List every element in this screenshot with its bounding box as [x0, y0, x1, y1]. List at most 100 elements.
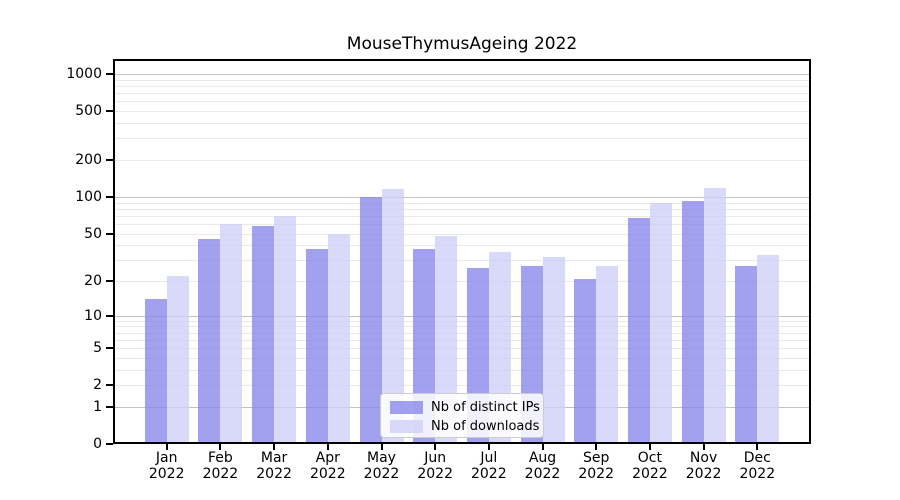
bar-apr-2022-downloads [327, 233, 350, 444]
bar-may-2022-ips [359, 197, 382, 444]
legend-label-downloads: Nb of downloads [431, 418, 540, 434]
bar-feb-2022-ips [198, 239, 221, 444]
ytick-label-1: 1 [93, 398, 102, 415]
xtick-mark-mar-2022 [273, 444, 276, 450]
bar-nov-2022-downloads [703, 188, 726, 444]
gridline-minor-2 [113, 385, 811, 387]
xtick-label-oct-2022: Oct 2022 [632, 450, 668, 482]
bar-jun-2022-downloads [435, 235, 458, 444]
bar-mar-2022-ips [252, 225, 275, 444]
ytick-mark-50 [106, 232, 113, 235]
ytick-label-0: 0 [93, 436, 102, 452]
chart-title: MouseThymusAgeing 2022 [346, 34, 578, 54]
ytick-label-10: 10 [84, 307, 102, 324]
gridline-minor-3 [113, 369, 811, 371]
xtick-label-sep-2022: Sep 2022 [578, 450, 614, 482]
xtick-mark-apr-2022 [326, 444, 329, 450]
legend-swatch-ips [390, 400, 423, 414]
gridline-minor-40 [113, 245, 811, 247]
gridline-minor-600 [113, 101, 811, 103]
xtick-label-apr-2022: Apr 2022 [309, 450, 346, 482]
gridline-minor-6 [113, 339, 811, 341]
gridline-minor-900 [113, 79, 811, 81]
legend-entry-downloads: Nb of downloads [390, 417, 543, 435]
ytick-label-2: 2 [93, 377, 102, 394]
bar-dec-2022-ips [735, 265, 758, 444]
ytick-mark-1000 [106, 73, 113, 76]
bar-jan-2022-downloads [166, 276, 189, 444]
xtick-mark-dec-2022 [756, 444, 759, 450]
gridline-minor-50 [113, 233, 811, 235]
ytick-label-200: 200 [75, 152, 102, 168]
xtick-label-may-2022: May 2022 [363, 450, 400, 482]
plot-area [113, 59, 811, 444]
legend: Nb of distinct IPs Nb of downloads [380, 393, 544, 438]
xtick-mark-feb-2022 [219, 444, 222, 450]
ytick-mark-1 [106, 405, 113, 408]
gridline-major-10 [113, 315, 811, 317]
ytick-label-5: 5 [93, 340, 102, 357]
ytick-label-20: 20 [84, 273, 102, 289]
gridline-minor-5 [113, 348, 811, 350]
ytick-label-1000: 1000 [66, 66, 102, 83]
bar-apr-2022-ips [305, 249, 328, 444]
bar-jan-2022-ips [144, 299, 167, 444]
ytick-mark-500 [106, 110, 113, 113]
xtick-mark-oct-2022 [648, 444, 651, 450]
gridline-minor-90 [113, 202, 811, 204]
bar-aug-2022-downloads [542, 256, 565, 444]
xtick-label-jul-2022: Jul 2022 [470, 450, 507, 482]
gridline-minor-80 [113, 208, 811, 210]
gridline-minor-400 [113, 123, 811, 124]
gridline-minor-700 [113, 93, 811, 95]
xtick-mark-jul-2022 [487, 444, 490, 450]
bar-mar-2022-downloads [274, 215, 297, 444]
xtick-label-feb-2022: Feb 2022 [202, 450, 239, 482]
legend-entry-ips: Nb of distinct IPs [390, 398, 543, 416]
bar-dec-2022-downloads [757, 255, 780, 444]
xtick-mark-nov-2022 [702, 444, 705, 450]
bar-may-2022-downloads [381, 189, 404, 444]
ytick-mark-0 [106, 443, 113, 445]
ytick-mark-5 [106, 347, 113, 350]
xtick-mark-aug-2022 [541, 444, 544, 450]
ytick-mark-2 [106, 384, 113, 387]
gridline-minor-7 [113, 332, 811, 334]
ytick-mark-100 [106, 195, 113, 198]
xtick-label-aug-2022: Aug 2022 [524, 450, 561, 482]
legend-swatch-downloads [390, 419, 423, 433]
xtick-label-nov-2022: Nov 2022 [685, 450, 722, 482]
gridline-minor-800 [113, 86, 811, 87]
xtick-label-jan-2022: Jan 2022 [148, 450, 185, 482]
bar-oct-2022-downloads [649, 202, 672, 444]
ytick-label-50: 50 [84, 225, 102, 242]
xtick-label-jun-2022: Jun 2022 [417, 450, 453, 482]
ytick-mark-10 [106, 314, 113, 317]
bar-feb-2022-downloads [220, 223, 243, 444]
xtick-mark-sep-2022 [595, 444, 598, 450]
gridline-minor-60 [113, 223, 811, 225]
gridline-minor-500 [113, 111, 811, 113]
gridline-minor-8 [113, 326, 811, 328]
gridline-minor-30 [113, 260, 811, 262]
xtick-label-mar-2022: Mar 2022 [256, 450, 292, 482]
gridline-minor-4 [113, 357, 811, 359]
xtick-mark-may-2022 [380, 444, 383, 450]
bar-sep-2022-ips [574, 278, 597, 444]
bar-sep-2022-downloads [596, 265, 619, 444]
bar-nov-2022-ips [681, 201, 704, 444]
gridline-minor-9 [113, 320, 811, 322]
ytick-label-500: 500 [75, 103, 102, 120]
gridline-minor-20 [113, 281, 811, 282]
legend-label-ips: Nb of distinct IPs [431, 399, 540, 415]
xtick-label-dec-2022: Dec 2022 [739, 450, 776, 482]
gridline-major-1000 [113, 74, 811, 76]
xtick-mark-jan-2022 [165, 444, 168, 450]
gridline-major-100 [113, 196, 811, 198]
gridline-minor-300 [113, 138, 811, 140]
ytick-mark-20 [106, 280, 113, 282]
gridline-minor-70 [113, 215, 811, 217]
ytick-mark-200 [106, 159, 113, 161]
ytick-label-100: 100 [75, 188, 102, 205]
